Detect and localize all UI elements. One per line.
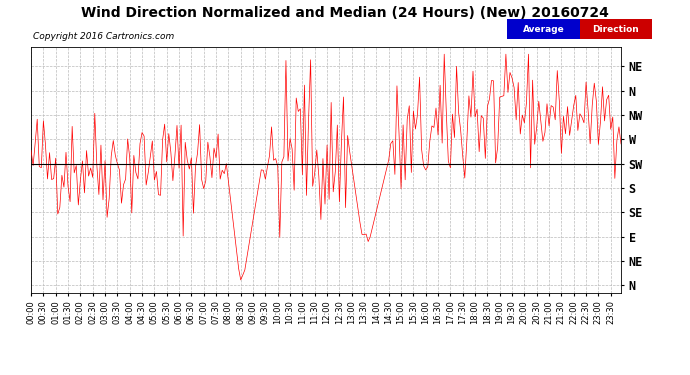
Bar	[580, 19, 652, 39]
Text: Copyright 2016 Cartronics.com: Copyright 2016 Cartronics.com	[33, 32, 175, 41]
Bar	[507, 19, 580, 39]
Text: Average: Average	[522, 25, 564, 34]
Text: Direction: Direction	[593, 25, 639, 34]
Text: Wind Direction Normalized and Median (24 Hours) (New) 20160724: Wind Direction Normalized and Median (24…	[81, 6, 609, 20]
